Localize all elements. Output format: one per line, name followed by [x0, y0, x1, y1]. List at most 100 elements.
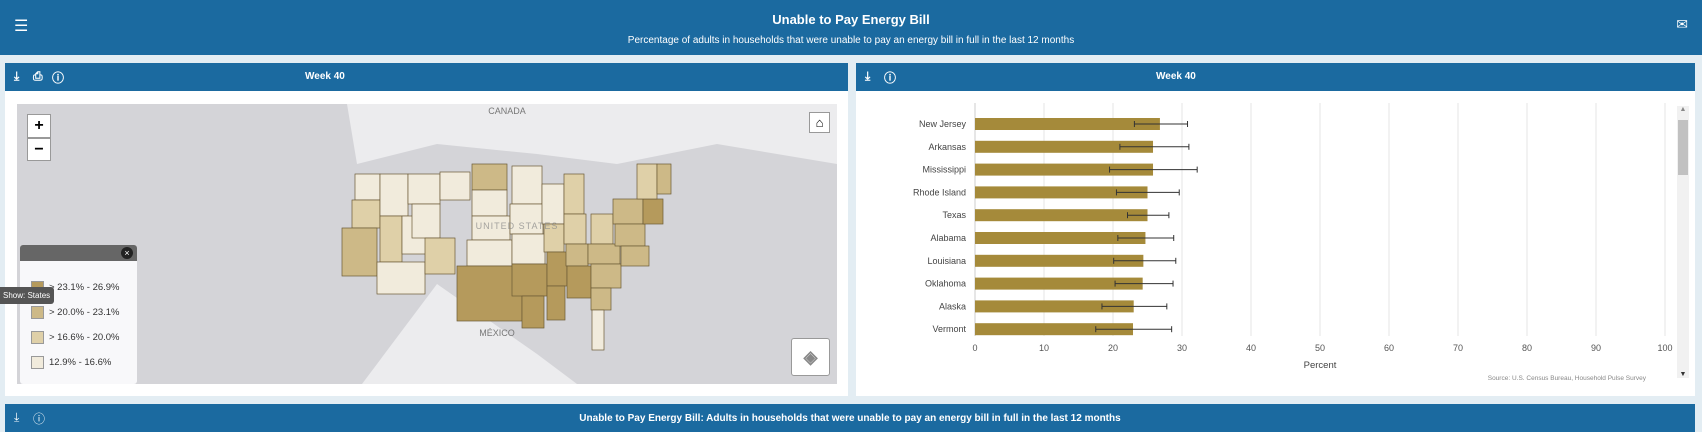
- state-shape[interactable]: [546, 251, 568, 287]
- zoom-in-button[interactable]: +: [27, 114, 51, 138]
- x-tick-label: 90: [1591, 343, 1601, 353]
- state-shape[interactable]: [636, 163, 658, 200]
- state-shape[interactable]: [620, 245, 650, 267]
- page-subtitle: Percentage of adults in households that …: [627, 35, 1075, 46]
- state-shape[interactable]: [471, 163, 508, 191]
- state-shape[interactable]: [642, 198, 664, 225]
- help-icon[interactable]: ⓘ: [52, 71, 65, 85]
- x-tick-label: 40: [1246, 343, 1256, 353]
- category-label: Texas: [942, 210, 966, 220]
- category-label: Mississippi: [922, 165, 966, 175]
- choropleth-map[interactable]: CANADA MÉXICO UNITED STATES: [17, 104, 837, 384]
- source-note: Source: U.S. Census Bureau, Household Pu…: [1488, 375, 1647, 382]
- download-icon[interactable]: ⤓: [14, 69, 20, 83]
- state-shape[interactable]: [379, 173, 409, 217]
- bar: [975, 323, 1134, 336]
- state-shape[interactable]: [563, 213, 587, 245]
- print-icon[interactable]: ⎙: [33, 69, 43, 83]
- x-tick-label: 30: [1177, 343, 1187, 353]
- category-label: Alaska: [939, 301, 966, 311]
- layer-tooltip: Show: States: [0, 287, 54, 304]
- state-shape[interactable]: [424, 237, 456, 275]
- home-button[interactable]: ⌂: [809, 112, 830, 133]
- layers-button[interactable]: ◈: [791, 338, 830, 376]
- x-tick-label: 100: [1657, 343, 1672, 353]
- help-icon[interactable]: ⓘ: [884, 71, 897, 85]
- bar: [975, 277, 1143, 290]
- state-shape[interactable]: [511, 233, 546, 265]
- state-shape[interactable]: [411, 203, 441, 239]
- usa-label: UNITED STATES: [476, 221, 559, 231]
- state-shape[interactable]: [565, 243, 589, 267]
- state-shape[interactable]: [563, 173, 585, 215]
- state-shape[interactable]: [566, 265, 592, 299]
- state-shape[interactable]: [590, 263, 622, 289]
- map-legend: × > 23.1% - 26.9% > 20.0% - 23.1% > 16.6…: [20, 245, 137, 384]
- section-title: Unable to Pay Energy Bill: Adults in hou…: [579, 413, 1121, 424]
- state-shape[interactable]: [439, 171, 471, 201]
- state-shape[interactable]: [456, 265, 523, 322]
- map-panel-title: Week 40: [305, 71, 345, 82]
- x-tick-label: 80: [1522, 343, 1532, 353]
- download-icon[interactable]: ⤓: [14, 410, 20, 424]
- state-shape[interactable]: [614, 223, 646, 247]
- category-label: Louisiana: [927, 256, 966, 266]
- state-shape[interactable]: [590, 213, 614, 245]
- home-icon: ⌂: [815, 115, 824, 130]
- bar: [975, 232, 1146, 244]
- state-shape[interactable]: [379, 215, 403, 263]
- bar: [975, 300, 1134, 313]
- x-tick-label: 70: [1453, 343, 1463, 353]
- state-shape[interactable]: [511, 165, 543, 205]
- state-shape[interactable]: [354, 173, 381, 201]
- x-tick-label: 50: [1315, 343, 1325, 353]
- state-shape[interactable]: [351, 199, 381, 229]
- x-tick-label: 10: [1039, 343, 1049, 353]
- bar: [975, 254, 1144, 267]
- x-tick-label: 60: [1384, 343, 1394, 353]
- map-panel-header: ⤓ ⎙ ⓘ Week 40: [5, 63, 848, 91]
- download-icon[interactable]: ⤓: [865, 69, 871, 83]
- state-shape[interactable]: [511, 263, 548, 297]
- bar: [975, 186, 1148, 199]
- menu-collapse-icon[interactable]: ☰: [14, 18, 29, 35]
- category-label: Rhode Island: [913, 187, 966, 197]
- canada-label: CANADA: [488, 106, 526, 116]
- bar: [975, 209, 1148, 222]
- x-tick-label: 0: [972, 343, 977, 353]
- state-shape[interactable]: [656, 163, 672, 195]
- bar: [975, 140, 1154, 153]
- state-shape[interactable]: [612, 198, 644, 225]
- category-label: Alabama: [930, 233, 966, 243]
- chart-panel-title: Week 40: [1156, 71, 1196, 82]
- chart-scrollbar[interactable]: ▲ ▼: [1677, 106, 1689, 378]
- state-shape[interactable]: [590, 287, 612, 311]
- state-shape[interactable]: [541, 183, 565, 225]
- state-shape[interactable]: [407, 173, 441, 205]
- legend-item: > 16.6% - 20.0%: [31, 331, 120, 344]
- chart-panel-header: ⤓ ⓘ Week 40: [856, 63, 1695, 91]
- help-icon[interactable]: ⓘ: [33, 412, 46, 426]
- state-shape[interactable]: [587, 243, 621, 265]
- state-shape[interactable]: [591, 309, 605, 351]
- state-shape[interactable]: [341, 227, 378, 277]
- state-shape[interactable]: [471, 189, 508, 217]
- bottom-section-bar: ⤓ ⓘ Unable to Pay Energy Bill: Adults in…: [5, 404, 1695, 432]
- category-label: Vermont: [932, 324, 966, 334]
- legend-item: > 20.0% - 23.1%: [31, 306, 120, 319]
- page-title: Unable to Pay Energy Bill: [772, 12, 930, 27]
- zoom-out-button[interactable]: −: [27, 138, 51, 161]
- bar-chart: 0 10 20 30 40 50 60 70 80 90 100 Percent Source: U.S…: [913, 103, 1673, 382]
- mail-icon[interactable]: ✉: [1676, 16, 1688, 32]
- state-shape[interactable]: [521, 295, 545, 329]
- category-label: New Jersey: [919, 119, 967, 129]
- bar: [975, 163, 1154, 176]
- app-header: ☰ Unable to Pay Energy Bill Percentage o…: [0, 0, 1702, 55]
- state-shape[interactable]: [376, 261, 426, 295]
- mexico-label: MÉXICO: [479, 328, 515, 338]
- state-shape[interactable]: [466, 239, 513, 267]
- state-shape[interactable]: [546, 285, 566, 321]
- close-icon[interactable]: ×: [121, 247, 133, 259]
- category-label: Arkansas: [928, 142, 966, 152]
- category-label: Oklahoma: [925, 279, 966, 289]
